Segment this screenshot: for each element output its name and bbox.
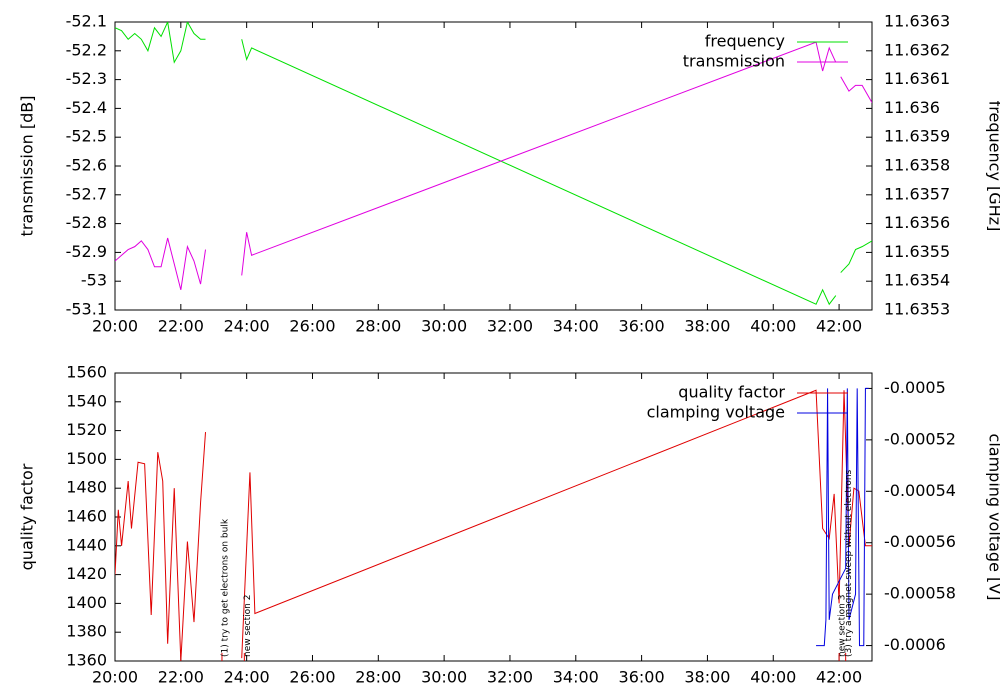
x-tick-label: 42:00 <box>816 317 862 336</box>
x-tick-label: 32:00 <box>487 317 533 336</box>
y-tick-label: -52.8 <box>66 213 107 232</box>
x-tick-label: 24:00 <box>224 317 270 336</box>
y-tick-label: 1520 <box>66 420 107 439</box>
x-tick-label: 34:00 <box>553 317 599 336</box>
y2-tick-label: -0.00058 <box>884 584 956 603</box>
y2-tick-label: 11.6361 <box>884 69 950 88</box>
y2-tick-label: 11.6355 <box>884 242 950 261</box>
annotation: (1) try to get electrons on bulk <box>220 518 230 657</box>
y2-tick-label: 11.6362 <box>884 40 950 59</box>
x-tick-label: 26:00 <box>289 317 335 336</box>
y-tick-label: 1500 <box>66 449 107 468</box>
y2-tick-label: 11.6353 <box>884 300 950 319</box>
plot-area: (1) try to get electrons on bulk new sect… <box>115 387 872 661</box>
x-tick-label: 28:00 <box>355 317 401 336</box>
y-tick-label: -52.5 <box>66 127 107 146</box>
y-tick-label: -52.7 <box>66 184 107 203</box>
annotation: (3) try a magnet-sweep without electrons <box>844 469 854 657</box>
y2-axis-label: frequency [GHz] <box>986 101 1000 232</box>
x-tick-label: 38:00 <box>684 317 730 336</box>
y-axis-label: quality factor <box>18 463 37 570</box>
legend-label: frequency <box>705 32 785 51</box>
annotation: new section 3 <box>838 595 848 657</box>
legend-label: quality factor <box>678 383 785 402</box>
x-tick-label: 32:00 <box>487 668 533 687</box>
y2-tick-label: 11.6357 <box>884 184 950 203</box>
y-tick-label: -52.3 <box>66 69 107 88</box>
series-line <box>816 387 869 647</box>
y2-tick-label: -0.0005 <box>884 378 946 397</box>
y-tick-label: -52.6 <box>66 156 107 175</box>
y2-tick-label: 11.6358 <box>884 156 950 175</box>
x-tick-label: 22:00 <box>158 668 204 687</box>
y-tick-label: -52.9 <box>66 242 107 261</box>
x-tick-label: 36:00 <box>619 317 665 336</box>
y-tick-label: 1480 <box>66 478 107 497</box>
y2-tick-label: -0.00054 <box>884 481 956 500</box>
x-tick-label: 28:00 <box>355 668 401 687</box>
y2-tick-label: -0.0006 <box>884 635 946 654</box>
y2-axis-label: clamping voltage [V] <box>986 434 1000 601</box>
x-tick-label: 20:00 <box>92 668 138 687</box>
x-tick-label: 42:00 <box>816 668 862 687</box>
y2-tick-label: 11.636 <box>884 98 940 117</box>
x-tick-label: 30:00 <box>421 668 467 687</box>
x-tick-label: 26:00 <box>289 668 335 687</box>
y-tick-label: 1380 <box>66 622 107 641</box>
y-tick-label: -52.2 <box>66 40 107 59</box>
y-tick-label: 1560 <box>66 363 107 382</box>
y-tick-label: 1460 <box>66 507 107 526</box>
x-tick-label: 30:00 <box>421 317 467 336</box>
y-axis-label: transmission [dB] <box>18 96 37 237</box>
y-tick-label: 1420 <box>66 564 107 583</box>
x-tick-label: 38:00 <box>684 668 730 687</box>
series-line <box>115 41 872 290</box>
y-tick-label: 1400 <box>66 593 107 612</box>
y2-tick-label: 11.6354 <box>884 271 950 290</box>
x-tick-label: 40:00 <box>750 668 796 687</box>
x-tick-label: 22:00 <box>158 317 204 336</box>
plot-frame <box>114 21 873 311</box>
x-tick-label: 36:00 <box>619 668 665 687</box>
series-line <box>115 22 872 306</box>
y-tick-label: -53 <box>81 271 107 290</box>
y2-tick-label: -0.00052 <box>884 429 956 448</box>
y-tick-label: 1540 <box>66 391 107 410</box>
y-tick-label: 1440 <box>66 535 107 554</box>
y-tick-label: -52.1 <box>66 12 107 31</box>
x-tick-label: 20:00 <box>92 317 138 336</box>
x-tick-label: 24:00 <box>224 668 270 687</box>
legend-label: clamping voltage <box>647 403 785 422</box>
plot-frame <box>114 372 873 662</box>
y2-tick-label: -0.00056 <box>884 532 956 551</box>
x-tick-label: 34:00 <box>553 668 599 687</box>
y2-tick-label: 11.6363 <box>884 12 950 31</box>
y-tick-label: 1360 <box>66 651 107 670</box>
y2-tick-label: 11.6359 <box>884 127 950 146</box>
x-tick-label: 40:00 <box>750 317 796 336</box>
legend-label: transmission <box>683 52 785 71</box>
y-tick-label: -52.4 <box>66 98 107 117</box>
y2-tick-label: 11.6356 <box>884 213 950 232</box>
annotation: new section 2 <box>243 595 253 657</box>
y-tick-label: -53.1 <box>66 300 107 319</box>
